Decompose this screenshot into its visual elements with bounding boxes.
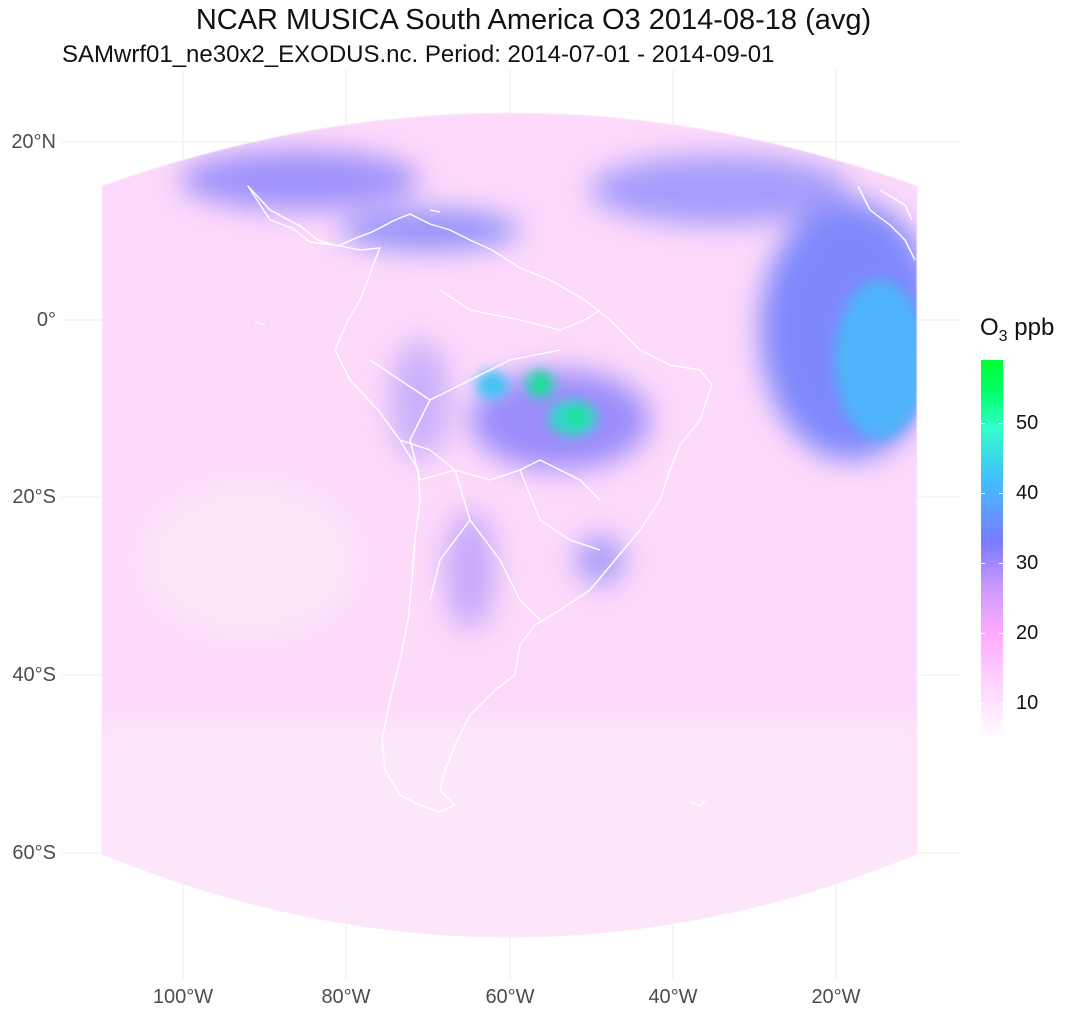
chart-title: NCAR MUSICA South America O3 2014-08-18 …: [195, 4, 872, 36]
lat-tick-0: 0°: [36, 309, 56, 331]
legend-label-10: 10: [1016, 692, 1039, 714]
lat-tick-60s: 60°S: [12, 842, 56, 864]
lat-tick-40s: 40°S: [12, 664, 56, 686]
lon-tick-20w: 20°W: [811, 986, 861, 1008]
legend-tick: [999, 633, 1003, 634]
legend-title-sub: 3: [998, 327, 1008, 345]
legend-colorbar: [981, 360, 1003, 740]
legend-tick: [999, 703, 1003, 704]
lat-tick-20s: 20°S: [12, 486, 56, 508]
lon-tick-60w: 60°W: [485, 986, 535, 1008]
lon-tick-40w: 40°W: [648, 986, 698, 1008]
chart-subtitle: SAMwrf01_ne30x2_EXODUS.nc. Period: 2014-…: [62, 41, 775, 68]
legend-label-20: 20: [1016, 622, 1039, 644]
legend-tick: [999, 423, 1003, 424]
legend-tick: [981, 633, 985, 634]
legend-label-50: 50: [1016, 412, 1039, 434]
legend-tick: [981, 563, 985, 564]
lon-tick-80w: 80°W: [321, 986, 371, 1008]
legend-tick: [999, 493, 1003, 494]
domain-outline: [101, 112, 918, 938]
ozone-field: [102, 113, 917, 937]
legend-label-40: 40: [1016, 482, 1039, 504]
lat-tick-20n: 20°N: [11, 131, 56, 153]
legend-title: O3 ppb: [980, 313, 1054, 352]
legend-tick: [981, 703, 985, 704]
legend-tick: [981, 493, 985, 494]
legend-tick: [981, 423, 985, 424]
legend-tick: [999, 563, 1003, 564]
coastlines: [247, 185, 916, 813]
legend-title-main: O: [980, 314, 999, 341]
lon-tick-100w: 100°W: [152, 986, 214, 1008]
legend-label-30: 30: [1016, 552, 1039, 574]
legend-title-unit: ppb: [1007, 314, 1055, 341]
